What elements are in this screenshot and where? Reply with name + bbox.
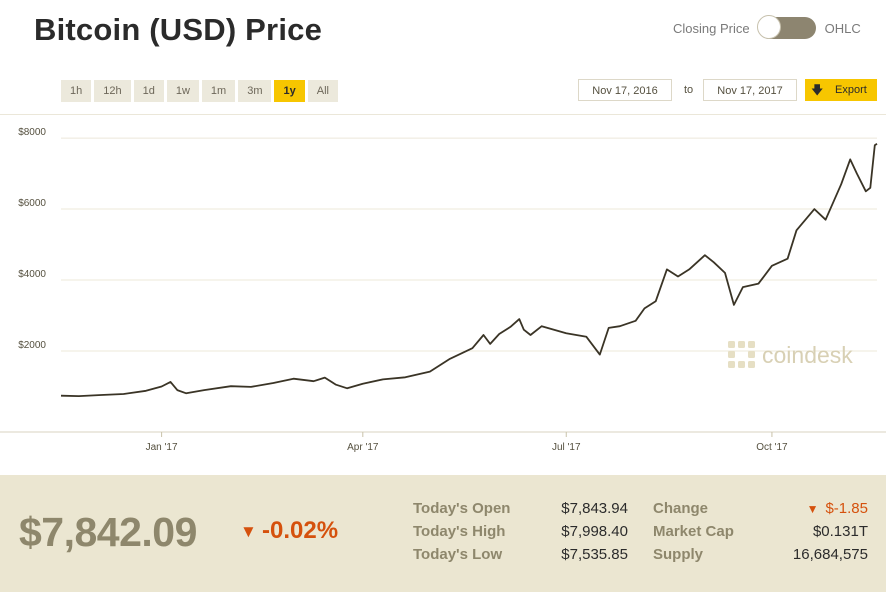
stat-value-supply: 16,684,575 (792, 546, 868, 563)
range-button-1y[interactable]: 1y (274, 80, 305, 102)
range-button-12h[interactable]: 12h (94, 80, 131, 102)
y-tick-label: $8000 (18, 127, 46, 138)
range-button-1d[interactable]: 1d (133, 80, 164, 102)
stat-value-low: $7,535.85 (561, 546, 628, 563)
price-chart: $2000 $4000 $6000 $8000 Jan '17 Apr '17 Jul '… (0, 127, 886, 453)
x-tick-label: Jul '17 (552, 442, 581, 453)
down-triangle-icon: ▼ (240, 522, 257, 541)
stat-label-open: Today's Open (413, 500, 511, 517)
y-tick-label: $2000 (18, 340, 46, 351)
stat-change: ▼ $-1.85 (740, 500, 868, 517)
chart-mode-toggle[interactable] (756, 15, 816, 39)
y-tick-label: $6000 (18, 198, 46, 209)
stat-value-open: $7,843.94 (561, 500, 628, 517)
current-price: $7,842.09 (19, 509, 197, 555)
ohlc-label: OHLC (824, 20, 861, 36)
toggle-knob[interactable] (756, 15, 781, 39)
stat-label-change: Change (653, 500, 709, 517)
x-tick-label: Oct '17 (756, 442, 788, 453)
closing-price-label: Closing Price (673, 20, 750, 36)
logo-dot (748, 361, 755, 368)
logo-dot (728, 361, 735, 368)
range-button-3m[interactable]: 3m (238, 80, 272, 102)
coindesk-watermark: coindesk (728, 341, 853, 368)
chart-mode-toggle-group: Closing Price OHLC (673, 15, 861, 40)
divider (0, 114, 886, 115)
export-button[interactable]: 🡇 Export (805, 79, 877, 101)
stat-label-market-cap: Market Cap (653, 523, 734, 540)
range-button-1w[interactable]: 1w (166, 80, 199, 102)
logo-dot (748, 341, 755, 348)
logo-dot (748, 351, 755, 358)
y-tick-label: $4000 (18, 269, 46, 280)
date-to-label: to (684, 84, 694, 96)
range-selector: 1h 12h 1d 1w 1m 3m 1y All (61, 80, 341, 102)
watermark-text: coindesk (762, 342, 853, 368)
logo-dot (738, 361, 745, 368)
x-tick-label: Apr '17 (347, 442, 379, 453)
y-axis-tick-labels: $2000 $4000 $6000 $8000 (18, 127, 46, 351)
stat-label-supply: Supply (653, 546, 704, 563)
series-group (60, 142, 878, 398)
stat-value-market-cap: $0.131T (812, 523, 868, 540)
price-summary-panel: $7,842.09 ▼ -0.02% Today's Open $7,843.9… (0, 475, 886, 592)
grid-lines (61, 137, 877, 352)
down-triangle-icon: ▼ (806, 502, 819, 516)
stat-value-high: $7,998.40 (561, 523, 628, 540)
range-button-1m[interactable]: 1m (201, 80, 236, 102)
logo-dot (728, 351, 735, 358)
stat-label-high: Today's High (413, 523, 506, 540)
logo-dot (738, 341, 745, 348)
price-series-line (60, 142, 878, 398)
x-axis: Jan '17 Apr '17 Jul '17 Oct '17 (0, 431, 886, 453)
range-button-all[interactable]: All (307, 80, 338, 102)
download-arrow-icon: 🡇 (811, 83, 824, 97)
stat-label-low: Today's Low (413, 546, 503, 563)
stat-value-change: $-1.85 (825, 500, 868, 517)
date-to-input[interactable]: Nov 17, 2017 (703, 79, 797, 101)
range-button-1h[interactable]: 1h (61, 80, 92, 102)
date-from-input[interactable]: Nov 17, 2016 (578, 79, 672, 101)
change-percent: -0.02% (262, 517, 339, 544)
page-title: Bitcoin (USD) Price (34, 12, 323, 47)
x-tick-label: Jan '17 (146, 442, 178, 453)
coindesk-logo-icon (728, 341, 755, 368)
export-label: Export (835, 84, 867, 96)
logo-dot (728, 341, 735, 348)
